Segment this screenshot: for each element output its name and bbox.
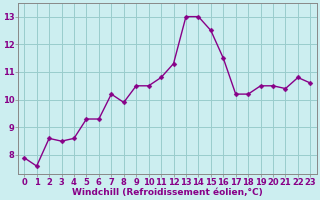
X-axis label: Windchill (Refroidissement éolien,°C): Windchill (Refroidissement éolien,°C) — [72, 188, 263, 197]
